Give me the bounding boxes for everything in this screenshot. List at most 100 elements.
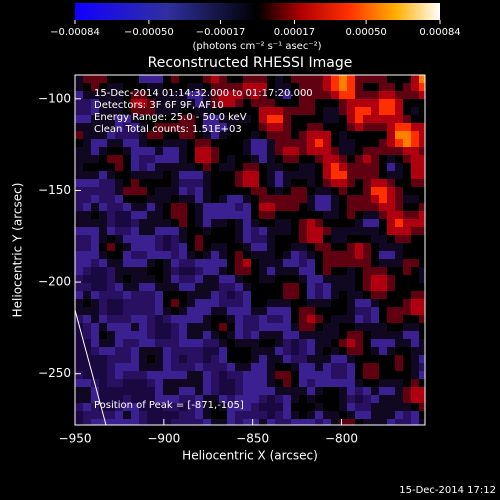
image-pixel [323,395,331,403]
image-pixel [323,259,331,267]
image-pixel [267,403,275,411]
image-pixel [371,275,379,283]
image-pixel [147,219,155,227]
image-pixel [315,203,323,211]
image-pixel [235,275,243,283]
image-pixel [355,395,363,403]
image-pixel [363,283,371,291]
image-pixel [147,403,155,411]
image-pixel [131,347,139,355]
image-pixel [235,347,243,355]
image-pixel [251,355,259,363]
image-pixel [147,99,155,107]
image-pixel [363,315,371,323]
image-pixel [187,275,195,283]
image-pixel [179,187,187,195]
image-pixel [147,379,155,387]
image-pixel [387,227,395,235]
image-pixel [195,315,203,323]
image-pixel [419,387,425,395]
image-pixel [203,339,211,347]
image-pixel [395,411,403,419]
image-pixel [107,75,115,83]
image-pixel [387,203,395,211]
image-pixel [291,363,299,371]
image-pixel [211,307,219,315]
image-pixel [387,147,395,155]
image-pixel [75,259,83,267]
image-pixel [395,219,403,227]
image-pixel [283,395,291,403]
image-pixel [363,227,371,235]
image-pixel [331,259,339,267]
image-pixel [75,403,83,411]
image-pixel [251,155,259,163]
image-pixel [267,379,275,387]
image-pixel [187,363,195,371]
image-pixel [123,339,131,347]
image-pixel [155,315,163,323]
image-pixel [83,187,91,195]
image-pixel [123,307,131,315]
image-pixel [75,195,83,203]
image-pixel [107,307,115,315]
image-pixel [163,387,171,395]
image-pixel [307,355,315,363]
image-pixel [147,211,155,219]
image-pixel [203,147,211,155]
image-pixel [83,403,91,411]
image-pixel [171,115,179,123]
image-pixel [179,379,187,387]
image-pixel [219,315,227,323]
image-pixel [299,227,307,235]
image-pixel [107,411,115,419]
image-pixel [307,91,315,99]
image-pixel [283,123,291,131]
image-pixel [243,123,251,131]
image-pixel [323,155,331,163]
image-pixel [339,155,347,163]
image-pixel [75,227,83,235]
image-pixel [347,131,355,139]
image-pixel [123,147,131,155]
image-pixel [211,115,219,123]
image-pixel [371,203,379,211]
image-pixel [355,91,363,99]
image-pixel [259,275,267,283]
image-pixel [387,235,395,243]
image-pixel [147,323,155,331]
image-pixel [187,179,195,187]
image-pixel [107,379,115,387]
image-pixel [123,187,131,195]
image-pixel [363,395,371,403]
image-pixel [235,379,243,387]
image-pixel [123,107,131,115]
image-pixel [291,83,299,91]
image-pixel [219,387,227,395]
image-pixel [235,83,243,91]
image-pixel [275,107,283,115]
image-pixel [147,395,155,403]
image-pixel [403,355,411,363]
image-pixel [131,219,139,227]
image-pixel [219,115,227,123]
image-pixel [323,355,331,363]
image-pixel [283,139,291,147]
image-pixel [75,363,83,371]
image-pixel [211,219,219,227]
image-pixel [283,147,291,155]
image-pixel [283,323,291,331]
image-pixel [323,267,331,275]
image-pixel [139,179,147,187]
image-pixel [251,211,259,219]
colorbar-tick-label: −0.00050 [124,27,174,38]
image-pixel [203,275,211,283]
image-pixel [299,331,307,339]
image-pixel [139,323,147,331]
image-pixel [275,363,283,371]
image-pixel [355,411,363,419]
image-pixel [307,419,315,425]
image-pixel [211,315,219,323]
image-pixel [155,179,163,187]
image-pixel [123,163,131,171]
